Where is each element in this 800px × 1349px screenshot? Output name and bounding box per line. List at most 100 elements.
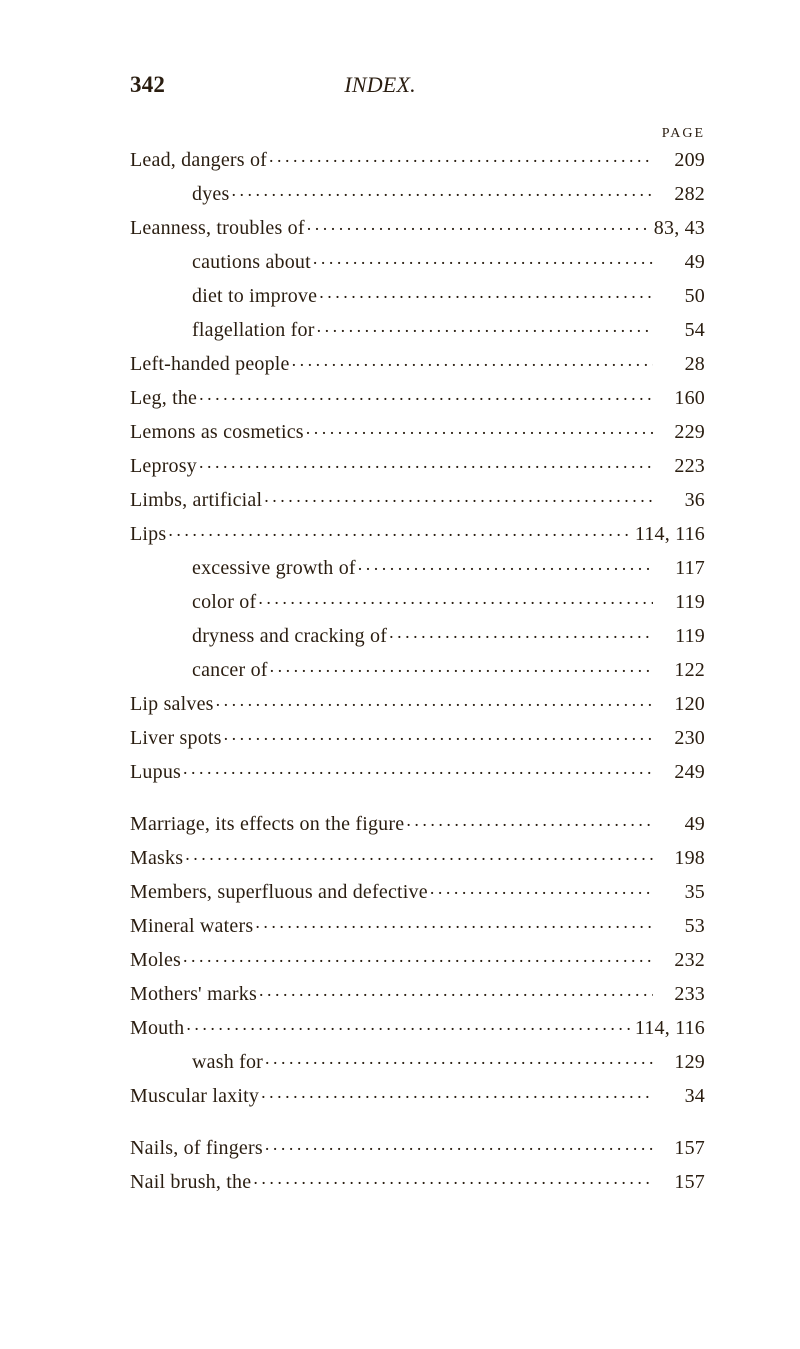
entry-label: excessive growth of bbox=[130, 558, 356, 578]
group-gap bbox=[130, 792, 705, 810]
entry-label: Limbs, artificial bbox=[130, 490, 262, 510]
entry-label: Masks bbox=[130, 848, 183, 868]
entry-leader-dots bbox=[186, 1014, 633, 1034]
entry-page: 54 bbox=[655, 320, 705, 340]
index-entry: Mouth 114, 116 bbox=[130, 1014, 705, 1038]
index-entry: diet to improve 50 bbox=[130, 282, 705, 306]
entry-label: Leprosy bbox=[130, 456, 197, 476]
section-title: INDEX. bbox=[95, 72, 665, 98]
entry-leader-dots bbox=[224, 724, 653, 744]
entry-leader-dots bbox=[183, 758, 653, 778]
group-gap bbox=[130, 1116, 705, 1134]
index-entries: Lead, dangers of 209 dyes 282 Leanness, trou… bbox=[130, 146, 705, 1192]
index-entry: Leprosy 223 bbox=[130, 452, 705, 476]
entry-label: Lip salves bbox=[130, 694, 214, 714]
entry-page: 209 bbox=[655, 150, 705, 170]
entry-label: flagellation for bbox=[130, 320, 315, 340]
index-entry: dyes 282 bbox=[130, 180, 705, 204]
entry-label: Lead, dangers of bbox=[130, 150, 267, 170]
entry-leader-dots bbox=[292, 350, 653, 370]
entry-leader-dots bbox=[319, 282, 653, 302]
index-entry: Mothers' marks233 bbox=[130, 980, 705, 1004]
entry-label: diet to improve bbox=[130, 286, 317, 306]
index-entry: Nail brush, the157 bbox=[130, 1168, 705, 1192]
entry-leader-dots bbox=[307, 214, 652, 234]
entry-page: 157 bbox=[655, 1138, 705, 1158]
entry-leader-dots bbox=[199, 384, 653, 404]
entry-label: Left-handed people bbox=[130, 354, 290, 374]
entry-label: Members, superfluous and defective bbox=[130, 882, 428, 902]
entry-label: Leg, the bbox=[130, 388, 197, 408]
index-entry: Leanness, troubles of 83, 43 bbox=[130, 214, 705, 238]
index-entry: Lemons as cosmetics229 bbox=[130, 418, 705, 442]
page-container: 342 INDEX. PAGE Lead, dangers of209dyes2… bbox=[0, 0, 800, 1242]
entry-label: Muscular laxity bbox=[130, 1086, 259, 1106]
entry-page: 114, 116 bbox=[635, 1018, 705, 1038]
entry-leader-dots bbox=[253, 1168, 653, 1188]
index-entry: wash for129 bbox=[130, 1048, 705, 1072]
index-entry: excessive growth of 117 bbox=[130, 554, 705, 578]
entry-leader-dots bbox=[406, 810, 653, 830]
entry-page: 198 bbox=[655, 848, 705, 868]
entry-leader-dots bbox=[255, 912, 653, 932]
entry-leader-dots bbox=[265, 1048, 653, 1068]
entry-page: 83, 43 bbox=[654, 218, 705, 238]
entry-leader-dots bbox=[265, 1134, 653, 1154]
entry-page: 28 bbox=[655, 354, 705, 374]
entry-page: 49 bbox=[655, 252, 705, 272]
entry-label: Mouth bbox=[130, 1018, 184, 1038]
entry-leader-dots bbox=[264, 486, 653, 506]
index-entry: Masks 198 bbox=[130, 844, 705, 868]
entry-page: 34 bbox=[655, 1086, 705, 1106]
entry-page: 119 bbox=[655, 592, 705, 612]
header-row: 342 INDEX. bbox=[130, 72, 705, 98]
entry-leader-dots bbox=[306, 418, 653, 438]
entry-label: cancer of bbox=[130, 660, 268, 680]
entry-leader-dots bbox=[270, 656, 653, 676]
entry-label: Moles bbox=[130, 950, 181, 970]
entry-label: Liver spots bbox=[130, 728, 222, 748]
entry-label: color of bbox=[130, 592, 256, 612]
entry-leader-dots bbox=[168, 520, 633, 540]
index-entry: Mineral waters 53 bbox=[130, 912, 705, 936]
entry-label: dyes bbox=[130, 184, 229, 204]
entry-page: 117 bbox=[655, 558, 705, 578]
entry-leader-dots bbox=[430, 878, 653, 898]
entry-label: Nail brush, the bbox=[130, 1172, 251, 1192]
entry-leader-dots bbox=[358, 554, 653, 574]
entry-leader-dots bbox=[231, 180, 653, 200]
entry-label: Lips bbox=[130, 524, 166, 544]
entry-leader-dots bbox=[185, 844, 653, 864]
index-entry: flagellation for 54 bbox=[130, 316, 705, 340]
index-entry: Nails, of fingers157 bbox=[130, 1134, 705, 1158]
entry-leader-dots bbox=[389, 622, 653, 642]
entry-label: Lemons as cosmetics bbox=[130, 422, 304, 442]
entry-page: 50 bbox=[655, 286, 705, 306]
entry-page: 223 bbox=[655, 456, 705, 476]
index-entry: Limbs, artificial 36 bbox=[130, 486, 705, 510]
index-entry: Marriage, its effects on the figure49 bbox=[130, 810, 705, 834]
entry-page: 119 bbox=[655, 626, 705, 646]
index-entry: Members, superfluous and defective 35 bbox=[130, 878, 705, 902]
entry-page: 282 bbox=[655, 184, 705, 204]
entry-label: cautions about bbox=[130, 252, 311, 272]
entry-leader-dots bbox=[199, 452, 653, 472]
index-entry: Lupus249 bbox=[130, 758, 705, 782]
entry-leader-dots bbox=[259, 980, 653, 1000]
entry-label: Leanness, troubles of bbox=[130, 218, 305, 238]
entry-page: 114, 116 bbox=[635, 524, 705, 544]
entry-page: 36 bbox=[655, 490, 705, 510]
entry-leader-dots bbox=[313, 248, 653, 268]
index-entry: color of 119 bbox=[130, 588, 705, 612]
entry-page: 233 bbox=[655, 984, 705, 1004]
entry-label: Mineral waters bbox=[130, 916, 253, 936]
entry-leader-dots bbox=[216, 690, 653, 710]
entry-leader-dots bbox=[183, 946, 653, 966]
entry-label: dryness and cracking of bbox=[130, 626, 387, 646]
entry-leader-dots bbox=[258, 588, 653, 608]
entry-page: 53 bbox=[655, 916, 705, 936]
entry-page: 35 bbox=[655, 882, 705, 902]
index-entry: cautions about 49 bbox=[130, 248, 705, 272]
entry-leader-dots bbox=[269, 146, 653, 166]
entry-page: 232 bbox=[655, 950, 705, 970]
